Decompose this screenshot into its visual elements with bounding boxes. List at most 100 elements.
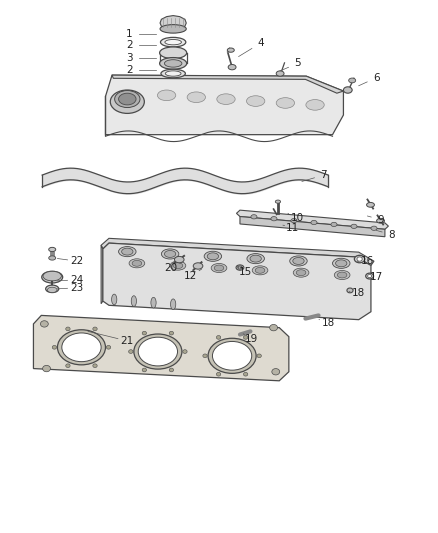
Text: 2: 2: [126, 41, 133, 50]
Ellipse shape: [349, 78, 356, 83]
Ellipse shape: [371, 226, 377, 230]
Polygon shape: [101, 238, 374, 265]
Ellipse shape: [119, 93, 136, 105]
Ellipse shape: [306, 100, 324, 110]
Ellipse shape: [251, 215, 257, 219]
Ellipse shape: [134, 334, 182, 369]
Ellipse shape: [159, 47, 187, 59]
Ellipse shape: [238, 266, 242, 269]
Ellipse shape: [377, 219, 385, 223]
Ellipse shape: [183, 350, 187, 353]
Ellipse shape: [293, 257, 304, 264]
Text: 24: 24: [71, 275, 84, 285]
Text: 4: 4: [257, 38, 264, 48]
Ellipse shape: [119, 247, 136, 257]
Ellipse shape: [207, 253, 219, 260]
Ellipse shape: [110, 90, 145, 114]
Polygon shape: [240, 216, 385, 237]
Ellipse shape: [106, 345, 111, 349]
Ellipse shape: [204, 251, 222, 261]
Ellipse shape: [138, 337, 177, 366]
Ellipse shape: [334, 270, 350, 279]
Ellipse shape: [244, 336, 248, 340]
Text: 23: 23: [71, 283, 84, 293]
Text: 16: 16: [361, 256, 374, 266]
Ellipse shape: [291, 219, 297, 223]
Ellipse shape: [142, 368, 147, 372]
Ellipse shape: [270, 325, 278, 331]
Ellipse shape: [357, 257, 362, 261]
Ellipse shape: [159, 58, 187, 69]
Ellipse shape: [62, 333, 101, 362]
Text: 9: 9: [377, 215, 384, 225]
Text: 1: 1: [126, 29, 133, 39]
Ellipse shape: [173, 263, 183, 269]
Ellipse shape: [129, 259, 145, 268]
Ellipse shape: [290, 256, 307, 266]
Text: 6: 6: [373, 73, 379, 83]
Text: 20: 20: [164, 263, 177, 272]
Ellipse shape: [354, 255, 365, 263]
Ellipse shape: [228, 64, 236, 70]
Polygon shape: [106, 75, 343, 135]
Ellipse shape: [170, 261, 186, 270]
Text: 2: 2: [126, 65, 133, 75]
Ellipse shape: [250, 255, 261, 262]
Text: 21: 21: [121, 336, 134, 346]
Ellipse shape: [257, 354, 261, 358]
Text: 17: 17: [370, 272, 383, 282]
Ellipse shape: [351, 224, 357, 229]
Ellipse shape: [131, 296, 137, 306]
Ellipse shape: [161, 69, 185, 78]
Ellipse shape: [93, 364, 97, 368]
Ellipse shape: [336, 260, 347, 266]
Ellipse shape: [212, 342, 252, 370]
Ellipse shape: [296, 270, 306, 276]
Ellipse shape: [49, 247, 56, 252]
Ellipse shape: [347, 288, 353, 293]
Ellipse shape: [169, 332, 173, 335]
Ellipse shape: [367, 203, 374, 207]
Ellipse shape: [132, 261, 142, 266]
Ellipse shape: [208, 338, 256, 373]
Ellipse shape: [214, 265, 224, 271]
Ellipse shape: [343, 87, 352, 93]
Ellipse shape: [164, 251, 176, 257]
Ellipse shape: [115, 91, 140, 108]
Ellipse shape: [129, 350, 133, 353]
Polygon shape: [101, 245, 103, 304]
Ellipse shape: [337, 272, 347, 278]
Polygon shape: [103, 243, 371, 320]
Ellipse shape: [255, 268, 265, 273]
Ellipse shape: [112, 294, 117, 305]
Ellipse shape: [216, 373, 221, 376]
Ellipse shape: [151, 297, 156, 308]
Ellipse shape: [52, 345, 57, 349]
Ellipse shape: [276, 98, 294, 108]
Ellipse shape: [332, 259, 350, 268]
Ellipse shape: [93, 327, 97, 331]
Text: 8: 8: [388, 230, 395, 240]
Ellipse shape: [43, 271, 61, 281]
Text: 12: 12: [184, 271, 197, 281]
Ellipse shape: [47, 287, 57, 293]
Ellipse shape: [66, 327, 70, 331]
Ellipse shape: [236, 265, 244, 270]
Ellipse shape: [42, 366, 50, 372]
Polygon shape: [33, 316, 289, 381]
Ellipse shape: [165, 39, 181, 45]
Ellipse shape: [193, 263, 203, 269]
Ellipse shape: [46, 285, 59, 293]
Ellipse shape: [142, 332, 147, 335]
Ellipse shape: [169, 368, 173, 372]
Text: 11: 11: [286, 223, 299, 233]
Text: 18: 18: [352, 288, 365, 298]
Ellipse shape: [49, 256, 56, 260]
Ellipse shape: [160, 25, 186, 33]
Text: 5: 5: [294, 59, 301, 68]
Text: 19: 19: [245, 334, 258, 344]
Ellipse shape: [187, 92, 205, 102]
Ellipse shape: [122, 248, 133, 255]
Polygon shape: [112, 75, 343, 93]
Ellipse shape: [252, 266, 268, 275]
